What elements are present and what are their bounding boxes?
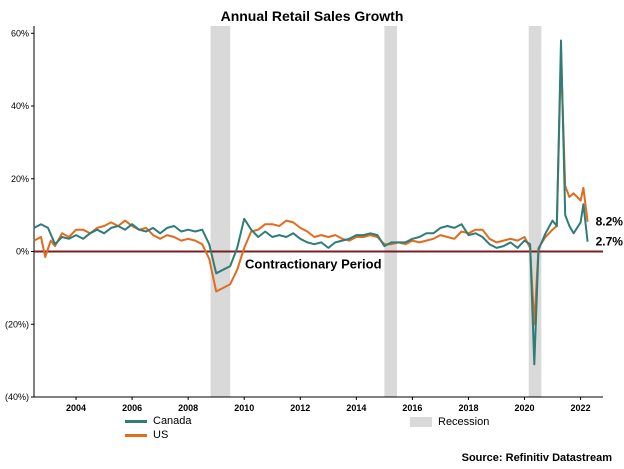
- chart-axes: 60% 40% 20% 0% (20%) (40%) 2004 2006 2008 2010 201…: [5, 26, 603, 413]
- legend-label-recession: Recession: [438, 416, 490, 428]
- series-lines: [33, 39, 589, 366]
- recession-band-2: [384, 26, 397, 397]
- legend-item-recession: Recession: [410, 416, 489, 428]
- recession-bands: [210, 26, 542, 397]
- x-tick-label-2008: 2008: [178, 403, 198, 413]
- x-tick-label-2012: 2012: [290, 403, 310, 413]
- legend-label-canada: Canada: [153, 415, 192, 427]
- x-tick-label-2018: 2018: [458, 403, 478, 413]
- y-tick-label-3: 0%: [16, 247, 29, 257]
- x-tick-label-2010: 2010: [234, 403, 254, 413]
- legend-item-canada: Canada: [125, 415, 192, 427]
- x-tick-label-2016: 2016: [402, 403, 422, 413]
- x-tick-label-2020: 2020: [515, 403, 535, 413]
- y-tick-label-5: (40%): [5, 392, 29, 402]
- series-line-us: [33, 54, 589, 326]
- legend-label-us: US: [153, 429, 169, 441]
- x-tick-label-2022: 2022: [571, 403, 591, 413]
- end-label-canada: 2.7%: [596, 235, 624, 249]
- legend-swatch-canada: [125, 419, 147, 423]
- end-label-us: 8.2%: [596, 215, 624, 229]
- x-tick-label-2004: 2004: [66, 403, 86, 413]
- y-tick-label-2: 20%: [11, 174, 29, 184]
- source-note: Source: Refinitiv Datastream: [461, 452, 612, 464]
- chart-labels: 2.7% 8.2% Contractionary Period: [245, 215, 623, 272]
- legend-swatch-recession: [410, 417, 432, 427]
- x-tick-label-2014: 2014: [346, 403, 366, 413]
- y-tick-label-0: 60%: [11, 28, 29, 38]
- series-line-canada: [33, 39, 589, 366]
- x-tick-label-2006: 2006: [122, 403, 142, 413]
- chart-title: Annual Retail Sales Growth: [220, 8, 404, 24]
- y-tick-label-4: (20%): [5, 319, 29, 329]
- annotation-contractionary-period: Contractionary Period: [245, 257, 382, 272]
- legend-item-us: US: [125, 429, 168, 441]
- legend-swatch-us: [125, 433, 147, 437]
- recession-band-1: [210, 26, 231, 397]
- y-tick-label-1: 40%: [11, 101, 29, 111]
